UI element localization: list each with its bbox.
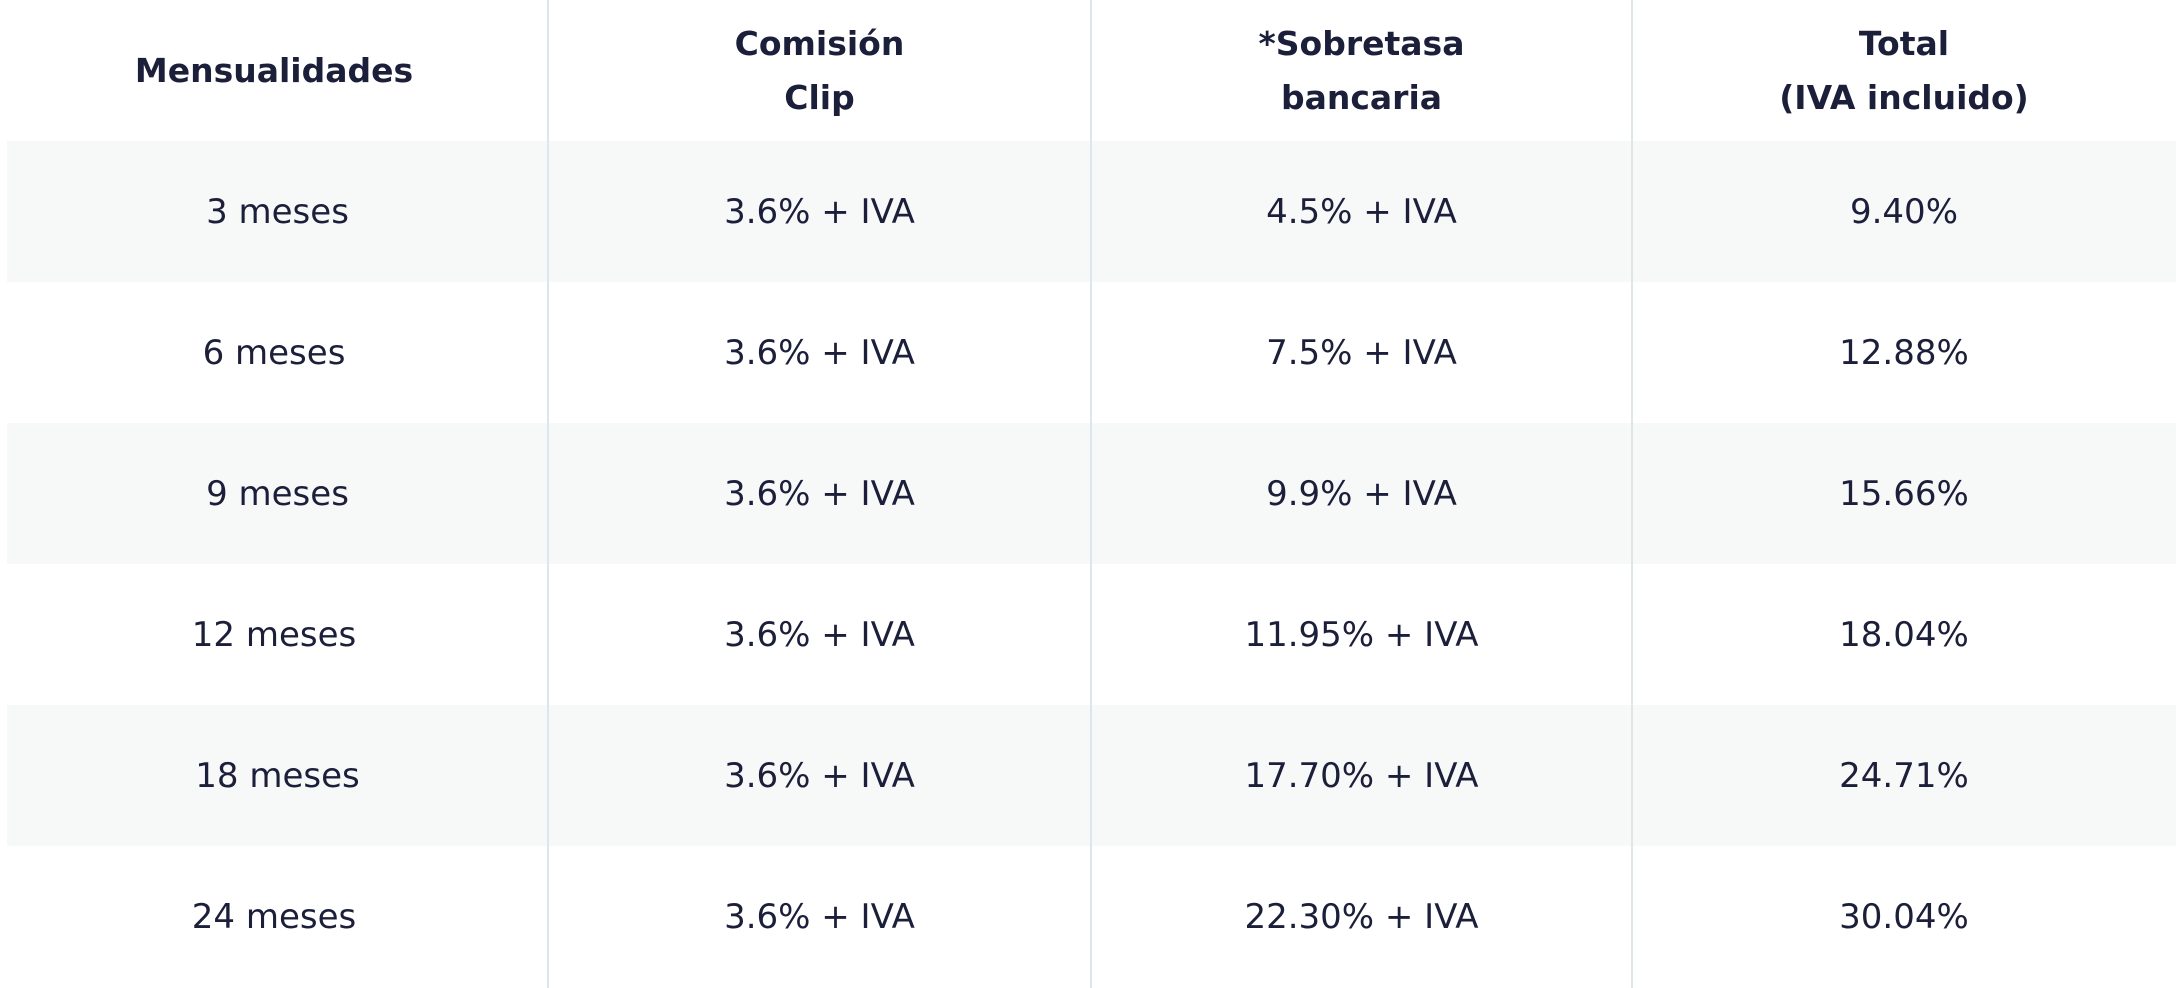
header-row: Mensualidades Comisión Clip *Sobretasa banca… [0, 0, 2176, 141]
header-text: Comisión [734, 23, 905, 63]
table-cell: 7.5% + IVA [1266, 332, 1457, 373]
table-cell: 30.04% [1839, 896, 1969, 937]
table-cell: 18.04% [1839, 614, 1969, 655]
header-text: Mensualidades [134, 50, 414, 90]
table-cell: 3.6% + IVA [548, 423, 1091, 564]
header-text: (IVA incluido) [1779, 77, 2029, 117]
table-cell: 4.5% + IVA [1091, 141, 1632, 282]
table-cell: 15.66% [1632, 423, 2176, 564]
column-divider [1631, 0, 1633, 988]
table-cell: 24 meses [191, 896, 357, 937]
header-cell: Total (IVA incluido) [1632, 0, 2176, 141]
table-cell: 6 meses [202, 332, 346, 373]
table-cell: 9.9% + IVA [1091, 423, 1632, 564]
table-cell: 3.6% + IVA [548, 705, 1091, 846]
table-cell: 9 meses [7, 423, 548, 564]
table-cell: 3.6% + IVA [724, 896, 915, 937]
header-text: bancaria [1280, 77, 1443, 117]
header-cell: Comisión Clip [548, 0, 1091, 141]
table-cell: 12 meses [191, 614, 357, 655]
header-text: Total [1858, 23, 1950, 63]
table-cell: 24.71% [1632, 705, 2176, 846]
table-cell: 3.6% + IVA [548, 141, 1091, 282]
table-cell: 18 meses [7, 705, 548, 846]
table-row: 6 meses 3.6% + IVA 7.5% + IVA 12.88% [0, 282, 2176, 423]
column-divider [547, 0, 549, 988]
table-cell: 22.30% + IVA [1244, 896, 1479, 937]
table-cell: 9.40% [1632, 141, 2176, 282]
table-cell: 11.95% + IVA [1244, 614, 1479, 655]
table-cell: 3.6% + IVA [724, 614, 915, 655]
table-row: 9 meses 3.6% + IVA 9.9% + IVA 15.66% [0, 423, 2176, 564]
table-cell: 17.70% + IVA [1091, 705, 1632, 846]
table-cell: 12.88% [1839, 332, 1969, 373]
table-row: 12 meses 3.6% + IVA 11.95% + IVA 18.04% [0, 564, 2176, 705]
header-cell: Mensualidades [0, 0, 548, 141]
table-row: 24 meses 3.6% + IVA 22.30% + IVA 30.04% [0, 846, 2176, 987]
table-cell: 3 meses [7, 141, 548, 282]
table-cell: 3.6% + IVA [724, 332, 915, 373]
table-row: 18 meses 3.6% + IVA 17.70% + IVA 24.71% [0, 705, 2176, 846]
column-divider [1090, 0, 1092, 988]
table-row: 3 meses 3.6% + IVA 4.5% + IVA 9.40% [0, 141, 2176, 282]
header-text: Clip [784, 77, 855, 117]
header-text: *Sobretasa [1258, 23, 1465, 63]
header-cell: *Sobretasa bancaria [1091, 0, 1632, 141]
